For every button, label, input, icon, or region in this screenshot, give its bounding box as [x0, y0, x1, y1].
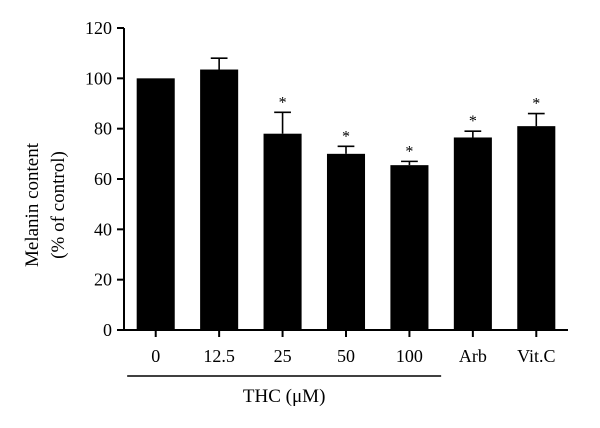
y-axis-label-line-2: (% of control): [48, 151, 69, 259]
y-tick-label: 0: [103, 320, 112, 340]
x-tick-label: Arb: [459, 346, 487, 366]
bar: [517, 126, 556, 331]
bars-group: * * * * *: [136, 57, 556, 331]
bar: [453, 137, 492, 330]
bar: [263, 133, 302, 330]
group-label: THC (μM): [243, 386, 326, 407]
bar: [200, 69, 239, 331]
y-axis: 0 20 40 60 80 100 120: [85, 18, 125, 340]
y-axis-label-line-1: Melanin content: [22, 142, 43, 267]
y-tick-label: 60: [94, 169, 112, 189]
x-axis: 0 12.5 25 50 100 Arb Vit.C: [124, 329, 568, 366]
significance-marker: *: [279, 94, 287, 111]
x-tick-label: 12.5: [203, 346, 235, 366]
bar: [390, 165, 429, 330]
y-tick-label: 120: [85, 18, 112, 38]
y-tick-label: 40: [94, 219, 112, 239]
significance-marker: *: [469, 113, 477, 130]
bar: [326, 153, 366, 330]
y-tick-label: 80: [94, 119, 112, 139]
x-tick-label: 0: [151, 346, 160, 366]
y-tick-label: 20: [94, 270, 112, 290]
bar: [136, 78, 175, 330]
significance-marker: *: [405, 143, 413, 160]
significance-marker: *: [532, 96, 540, 113]
significance-marker: *: [342, 128, 350, 145]
x-tick-label: Vit.C: [517, 346, 555, 366]
x-tick-label: 100: [396, 346, 423, 366]
x-tick-label: 25: [274, 346, 292, 366]
y-tick-label: 100: [85, 68, 112, 88]
x-tick-label: 50: [337, 346, 355, 366]
